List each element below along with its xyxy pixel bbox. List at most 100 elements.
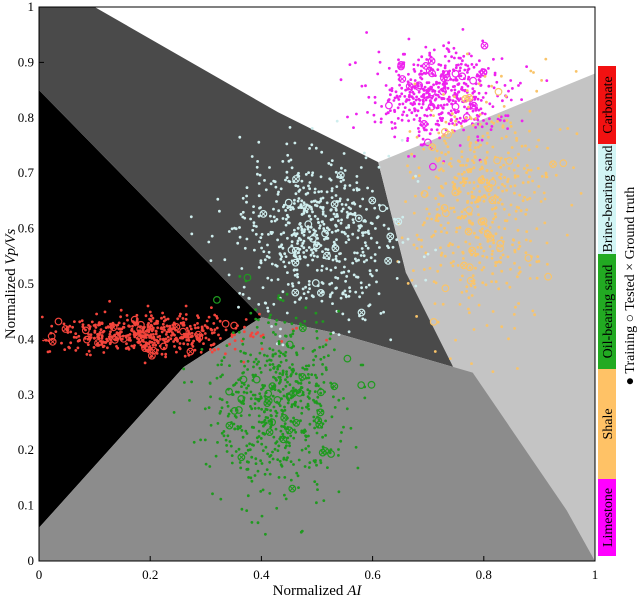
training-point bbox=[204, 462, 208, 466]
training-point bbox=[68, 324, 72, 328]
training-point bbox=[196, 326, 200, 329]
training-point bbox=[332, 240, 336, 244]
training-point bbox=[506, 114, 510, 118]
training-point bbox=[279, 245, 283, 248]
training-point bbox=[340, 230, 344, 234]
training-point bbox=[220, 359, 224, 363]
training-point bbox=[476, 97, 480, 101]
training-point bbox=[184, 317, 188, 321]
training-point bbox=[237, 305, 240, 309]
training-point bbox=[487, 84, 491, 88]
training-point bbox=[283, 493, 286, 497]
training-point bbox=[261, 449, 265, 452]
training-point bbox=[421, 143, 424, 147]
training-point bbox=[308, 204, 311, 208]
training-point bbox=[360, 286, 363, 290]
training-point bbox=[286, 206, 290, 210]
training-point bbox=[164, 355, 168, 359]
tested-point bbox=[466, 276, 475, 285]
ground-truth-marker bbox=[317, 409, 324, 416]
training-point bbox=[335, 119, 339, 123]
training-point bbox=[290, 368, 294, 372]
training-point bbox=[305, 376, 308, 380]
training-point bbox=[434, 74, 437, 77]
ground-truth-marker bbox=[421, 121, 427, 127]
training-point bbox=[525, 230, 529, 234]
training-point bbox=[294, 316, 298, 320]
training-point bbox=[523, 196, 526, 199]
training-point bbox=[425, 96, 429, 99]
ground-truth-marker bbox=[292, 260, 299, 266]
training-point bbox=[278, 334, 282, 338]
training-point bbox=[253, 402, 257, 405]
training-point bbox=[103, 310, 107, 314]
training-point bbox=[425, 108, 429, 112]
training-point bbox=[304, 434, 307, 438]
training-point bbox=[546, 146, 549, 150]
training-point bbox=[291, 332, 295, 336]
training-point bbox=[513, 327, 516, 330]
training-point bbox=[401, 102, 405, 106]
legend-swatch bbox=[598, 254, 616, 369]
training-point bbox=[296, 275, 299, 279]
training-point bbox=[272, 435, 276, 439]
training-point bbox=[451, 122, 454, 125]
training-point bbox=[258, 366, 262, 370]
training-point bbox=[382, 310, 385, 314]
training-point bbox=[325, 338, 328, 342]
training-point bbox=[109, 323, 113, 327]
training-point bbox=[420, 95, 423, 98]
training-point bbox=[513, 174, 517, 178]
training-point bbox=[119, 330, 122, 334]
training-point bbox=[298, 298, 301, 301]
training-point bbox=[238, 235, 242, 239]
training-point bbox=[141, 345, 144, 349]
training-point bbox=[427, 186, 431, 190]
training-point bbox=[346, 115, 349, 119]
training-point bbox=[319, 461, 323, 465]
training-point bbox=[294, 192, 298, 196]
training-point bbox=[226, 434, 230, 438]
training-point bbox=[252, 205, 256, 209]
training-point bbox=[460, 210, 464, 214]
training-point bbox=[260, 388, 263, 391]
training-point bbox=[283, 354, 287, 358]
training-point bbox=[275, 440, 279, 444]
training-point bbox=[432, 280, 436, 283]
training-point bbox=[490, 120, 494, 124]
tested-point bbox=[458, 72, 467, 81]
training-point bbox=[259, 437, 263, 440]
training-point bbox=[314, 311, 318, 315]
training-point bbox=[508, 285, 512, 289]
training-point bbox=[236, 427, 240, 431]
training-point bbox=[127, 324, 131, 328]
training-point bbox=[433, 302, 437, 305]
training-point bbox=[373, 120, 377, 124]
training-point bbox=[260, 407, 263, 411]
training-point bbox=[450, 55, 453, 59]
training-point bbox=[497, 201, 500, 205]
scatter-points bbox=[40, 28, 583, 536]
training-point bbox=[414, 174, 417, 178]
training-point bbox=[259, 261, 263, 265]
training-point bbox=[362, 254, 366, 258]
training-point bbox=[286, 380, 289, 384]
training-point bbox=[460, 291, 464, 294]
training-point bbox=[453, 95, 456, 98]
training-point bbox=[480, 125, 484, 129]
training-point bbox=[284, 384, 288, 388]
training-point bbox=[460, 155, 464, 159]
training-point bbox=[72, 335, 76, 339]
training-point bbox=[248, 297, 251, 300]
training-point bbox=[414, 194, 417, 198]
training-point bbox=[404, 88, 407, 92]
training-point bbox=[251, 228, 255, 232]
training-point bbox=[392, 99, 396, 102]
training-point bbox=[487, 67, 490, 70]
training-point bbox=[325, 368, 328, 372]
training-point bbox=[517, 272, 521, 275]
training-point bbox=[265, 354, 269, 358]
training-point bbox=[456, 189, 460, 193]
training-point bbox=[461, 176, 465, 180]
training-point bbox=[525, 208, 529, 212]
